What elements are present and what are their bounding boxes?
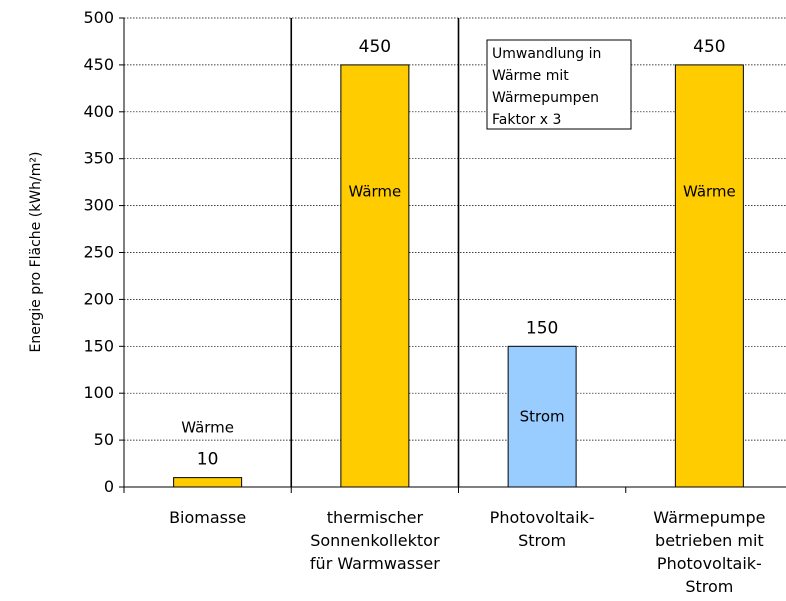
bar <box>340 64 410 488</box>
y-tick-label: 100 <box>83 383 114 402</box>
y-tick-label: 400 <box>83 102 114 121</box>
category-label: Photovoltaik- <box>657 554 762 573</box>
bar-inner-label: Wärme <box>348 183 401 201</box>
value-label: 450 <box>359 37 391 57</box>
y-tick-label: 300 <box>83 196 114 215</box>
value-label: 150 <box>526 318 558 338</box>
annotation-box: Umwandlung in Wärme mit Wärmepumpen Fakt… <box>486 39 632 130</box>
category-label: Wärmepumpe <box>653 508 765 527</box>
y-tick-label: 350 <box>83 149 114 168</box>
bar-inner-labels: Wärme Wärme Strom Wärme <box>181 183 736 437</box>
annotation-line: Wärme mit <box>492 68 569 84</box>
annotation-line: Wärmepumpen <box>492 90 599 106</box>
bar-inner-label: Strom <box>520 408 565 426</box>
y-tick-label: 450 <box>83 55 114 74</box>
y-tick-label: 500 <box>83 8 114 27</box>
category-label: Strom <box>685 577 733 596</box>
annotation-line: Faktor x 3 <box>492 112 561 128</box>
category-label: betrieben mit <box>655 531 764 550</box>
y-tick-label: 250 <box>83 243 114 262</box>
category-label: Photovoltaik- <box>490 508 595 527</box>
value-label: 450 <box>693 37 725 57</box>
category-label: Biomasse <box>169 508 246 527</box>
category-labels: Biomasse thermischer Sonnenkollektor für Wa… <box>169 508 765 596</box>
bars <box>173 64 744 488</box>
category-label: Sonnenkollektor <box>310 531 440 550</box>
value-label: 10 <box>197 450 219 470</box>
y-tick-label: 150 <box>83 336 114 355</box>
y-axis-label: Energie pro Fläche (kWh/m²) <box>28 152 44 353</box>
x-ticks <box>123 487 627 493</box>
category-label: für Warmwasser <box>310 554 440 573</box>
bar-inner-label: Wärme <box>181 419 234 437</box>
y-tick-label: 200 <box>83 289 114 308</box>
category-label: Strom <box>518 531 566 550</box>
category-separators <box>290 18 460 487</box>
value-labels: 10 450 150 450 <box>197 37 726 470</box>
bar <box>173 477 243 488</box>
bar <box>507 345 577 488</box>
y-tick-label: 0 <box>104 477 114 496</box>
y-tick-label: 50 <box>94 430 114 449</box>
category-label: thermischer <box>327 508 424 527</box>
annotation-line: Umwandlung in <box>492 46 601 62</box>
bar <box>674 64 744 488</box>
y-ticks: 0 50 100 150 200 250 300 350 400 450 500 <box>83 8 124 496</box>
bar-inner-label: Wärme <box>683 183 736 201</box>
annotation-frame <box>486 39 632 130</box>
